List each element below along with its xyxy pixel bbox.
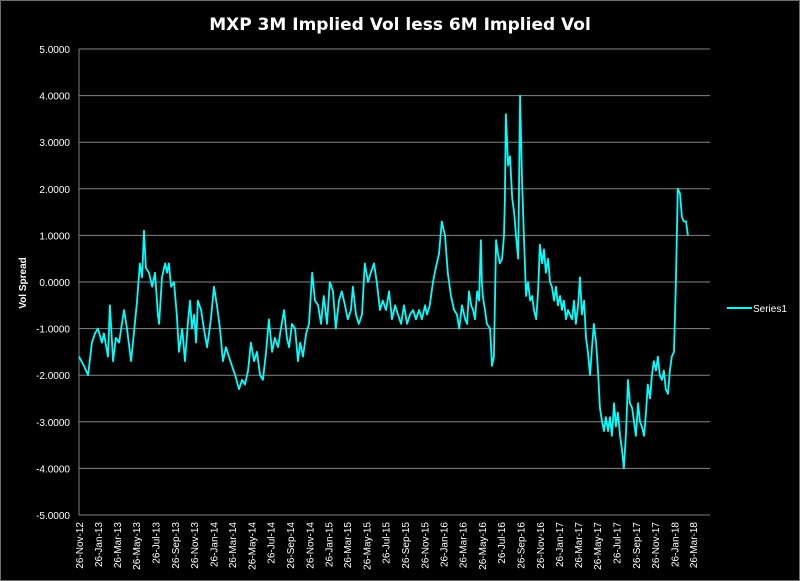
x-tick-label: 26-Sep-13	[171, 522, 182, 569]
y-tick-label: 5.0000	[39, 45, 70, 56]
x-tick-label: 26-Nov-17	[651, 522, 662, 569]
x-tick-label: 26-Jan-15	[325, 522, 336, 567]
x-tick-label: 26-Sep-14	[286, 522, 297, 569]
legend[interactable]: Series1	[727, 304, 787, 315]
y-tick-label: 0.0000	[39, 278, 70, 289]
x-tick-label: 26-Jan-16	[440, 522, 451, 567]
x-tick-label: 26-Mar-13	[113, 522, 124, 569]
y-axis-ticks: 5.0000 4.0000 3.0000 2.0000 1.0000 0.0000 -1.0…	[36, 45, 70, 522]
x-tick-label: 26-Jan-14	[209, 522, 220, 567]
x-tick-label: 26-May-15	[362, 522, 373, 570]
chart-title: MXP 3M Implied Vol less 6M Implied Vol	[209, 15, 591, 35]
x-tick-label: 26-Nov-16	[536, 522, 547, 569]
x-axis-ticks: 26-Nov-12 26-Jan-13 26-Mar-13 26-May-13 26-J…	[75, 522, 700, 570]
x-tick-label: 26-Sep-15	[401, 522, 412, 569]
x-tick-label: 26-Jan-13	[94, 522, 105, 567]
x-tick-label: 26-Jul-13	[151, 522, 162, 564]
x-tick-label: 26-Mar-17	[574, 522, 585, 569]
y-tick-label: -1.0000	[36, 325, 70, 336]
x-tick-label: 26-May-16	[478, 522, 489, 570]
x-tick-label: 26-May-17	[593, 522, 604, 570]
y-tick-label: -3.0000	[36, 418, 70, 429]
y-tick-label: 2.0000	[39, 185, 70, 196]
series-group	[78, 94, 689, 470]
x-tick-label: 26-Nov-14	[305, 522, 316, 569]
gridlines	[79, 48, 710, 469]
x-tick-label: 26-Nov-12	[75, 522, 86, 569]
y-tick-label: 4.0000	[39, 92, 70, 103]
y-tick-label: 3.0000	[39, 138, 70, 149]
x-tick-label: 26-Jul-15	[382, 522, 393, 564]
x-tick-label: 26-Nov-15	[420, 522, 431, 569]
x-tick-label: 26-Sep-17	[632, 522, 643, 569]
series-line-series1	[78, 94, 689, 470]
x-tick-label: 26-Jul-16	[497, 522, 508, 564]
x-tick-label: 26-Mar-14	[228, 522, 239, 569]
x-tick-label: 26-Jan-17	[555, 522, 566, 567]
y-tick-label: -4.0000	[36, 464, 70, 475]
y-tick-label: 1.0000	[39, 231, 70, 242]
y-tick-label: -2.0000	[36, 371, 70, 382]
legend-label-series1: Series1	[753, 304, 787, 315]
x-tick-label: 26-Mar-15	[343, 522, 354, 569]
x-tick-label: 26-May-14	[247, 522, 258, 570]
x-tick-label: 26-Jan-18	[670, 522, 681, 567]
x-tick-label: 26-May-13	[132, 522, 143, 570]
x-tick-label: 26-Jul-17	[612, 522, 623, 564]
x-tick-label: 26-Mar-16	[459, 522, 470, 569]
y-tick-label: -5.0000	[36, 511, 70, 522]
y-axis-label: Vol Spread	[18, 257, 29, 309]
x-tick-label: 26-Sep-16	[517, 522, 528, 569]
x-tick-label: 26-Nov-13	[190, 522, 201, 569]
x-tick-label: 26-Mar-18	[689, 522, 700, 569]
x-tick-label: 26-Jul-14	[267, 522, 278, 564]
